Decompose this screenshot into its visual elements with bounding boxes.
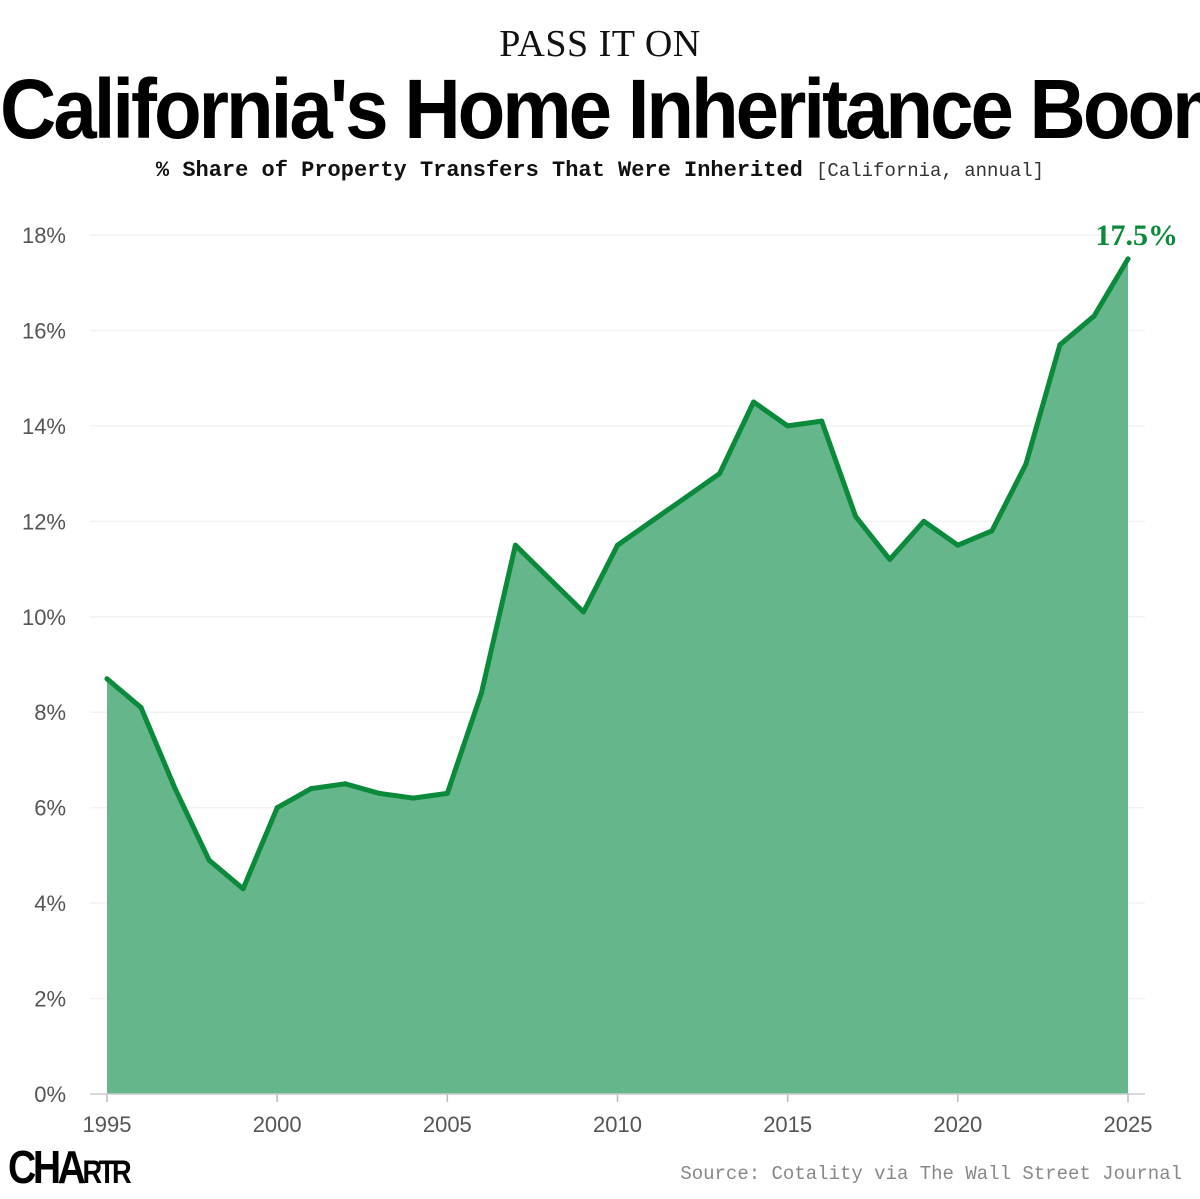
x-tick-label: 2010 [593,1112,642,1137]
data-point [274,805,280,811]
x-tick-label: 2005 [423,1112,472,1137]
data-point [921,518,927,524]
chartr-logo: CHARTR [8,1141,132,1193]
data-point [955,542,961,548]
data-point [615,542,620,548]
x-tick-label: 1995 [83,1112,132,1137]
data-point [410,795,416,801]
data-point [308,786,314,792]
x-tick-label: 2025 [1104,1112,1153,1137]
data-point [1091,313,1097,319]
last-value-label: 17.5% [1096,219,1179,252]
data-point [206,857,212,863]
data-point [887,557,893,563]
data-point [580,609,586,615]
chart-subtitle: % Share of Property Transfers That Were … [0,158,1200,183]
data-point [138,704,144,710]
data-point [717,471,723,477]
area-fill [107,258,1128,1094]
data-point [1125,256,1131,262]
x-tick-label: 2000 [253,1112,302,1137]
data-point [751,399,757,405]
chart-title: California's Home Inheritance Boom [0,61,1200,157]
data-point [853,514,859,520]
y-tick-label: 8% [34,700,66,725]
data-point [989,528,995,534]
data-point [172,786,178,792]
x-tick-label: 2015 [763,1112,812,1137]
data-point [512,542,518,548]
data-point [819,418,825,424]
data-point [240,886,246,892]
subtitle-qualifier: [California, annual] [816,160,1045,182]
data-point [342,781,348,787]
source-note: Source: Cotality via The Wall Street Jou… [680,1163,1182,1185]
data-point [104,676,110,682]
y-tick-label: 0% [34,1082,66,1107]
y-tick-label: 12% [22,509,66,534]
y-tick-label: 18% [22,223,66,248]
data-point [546,576,552,582]
data-point [376,790,382,796]
y-tick-label: 10% [22,605,66,630]
data-point [444,790,450,796]
data-point [1057,342,1063,348]
data-point [683,494,689,500]
data-point [785,423,791,429]
y-tick-label: 2% [34,987,66,1012]
y-tick-label: 4% [34,891,66,916]
x-tick-label: 2020 [933,1112,982,1137]
data-point [478,690,484,696]
y-tick-label: 16% [22,318,66,343]
data-point [1023,461,1029,467]
y-tick-label: 14% [22,414,66,439]
subtitle-main: % Share of Property Transfers That Were … [155,158,803,183]
y-tick-label: 6% [34,796,66,821]
data-point [649,518,655,524]
chart-kicker: PASS IT ON [499,23,701,65]
